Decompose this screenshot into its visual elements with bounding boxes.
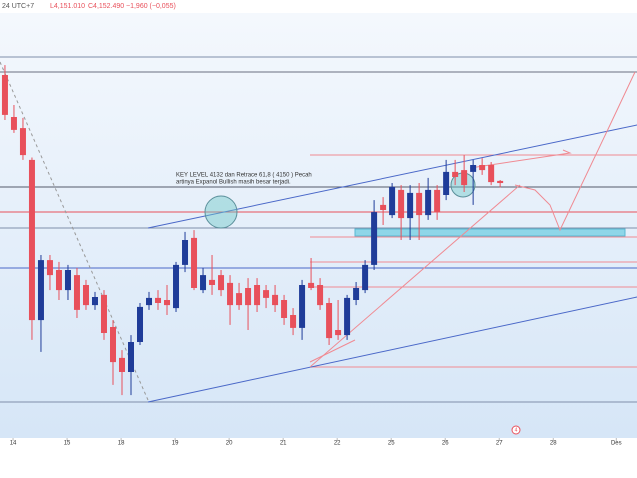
candle-body xyxy=(389,186,396,216)
trendline xyxy=(309,184,521,368)
candle-body xyxy=(452,171,459,177)
x-tick-label: 19 xyxy=(172,441,179,447)
candle-body xyxy=(10,117,17,130)
candle-body xyxy=(398,189,405,219)
candle-body xyxy=(488,165,495,183)
candle-body xyxy=(28,159,35,321)
timezone: 24 UTC+7 xyxy=(2,3,34,10)
candle-body xyxy=(209,279,216,285)
candle-body xyxy=(19,128,26,156)
candles xyxy=(1,65,504,396)
candle-body xyxy=(416,192,423,216)
x-tick-label: 14 xyxy=(10,441,17,447)
x-tick-label: 20 xyxy=(226,441,233,447)
candle-body xyxy=(434,189,441,213)
candle-body xyxy=(91,297,98,306)
candle-body xyxy=(82,285,89,306)
candle-body xyxy=(227,282,234,306)
candle-body xyxy=(191,237,198,288)
low-value: L4,151.010 xyxy=(50,3,85,10)
candle-body xyxy=(155,297,162,303)
event-marker-label: 4 xyxy=(515,427,518,433)
trendline xyxy=(147,296,637,403)
candle-body xyxy=(344,297,351,336)
zone xyxy=(354,228,626,237)
candle-body xyxy=(263,290,270,298)
candle-body xyxy=(146,297,153,306)
x-tick-label: 26 xyxy=(442,441,449,447)
candle-body xyxy=(272,294,279,306)
x-tick-label: Des xyxy=(611,441,622,447)
candle-body xyxy=(254,285,261,306)
candle-body xyxy=(164,300,171,306)
highlight-circle xyxy=(204,195,238,229)
candle-body xyxy=(290,315,297,328)
candle-body xyxy=(407,192,414,219)
annotation: artinya Expanol Bullish masih besar terj… xyxy=(176,180,291,186)
drawings xyxy=(0,56,637,403)
candle-body xyxy=(281,300,288,318)
candle-body xyxy=(55,270,62,291)
candle-body xyxy=(299,285,306,328)
close-value: C4,152.490 xyxy=(88,3,124,10)
event-marker xyxy=(511,425,521,435)
candle-body xyxy=(497,180,504,184)
candle-body xyxy=(443,171,450,195)
candle-body xyxy=(73,275,80,310)
candle-body xyxy=(182,240,189,265)
candle-body xyxy=(236,293,243,306)
candle-body xyxy=(37,260,44,321)
candle-body xyxy=(461,170,468,186)
trendline xyxy=(147,124,637,229)
candle-body xyxy=(425,189,432,216)
candle-body xyxy=(362,264,369,291)
arrow xyxy=(469,149,572,169)
x-tick-label: 15 xyxy=(64,441,71,447)
x-tick-label: 28 xyxy=(550,441,557,447)
candle-body xyxy=(326,303,333,339)
candle-body xyxy=(100,294,107,333)
x-tick-label: 25 xyxy=(388,441,395,447)
candle-body xyxy=(137,306,144,342)
candle-body xyxy=(380,204,387,210)
trendline xyxy=(0,61,149,401)
candle-body xyxy=(46,260,53,276)
candle-body xyxy=(1,75,8,115)
x-tick-label: 27 xyxy=(496,441,503,447)
x-tick-label: 22 xyxy=(334,441,341,447)
candle-body xyxy=(353,288,360,300)
candle-body xyxy=(308,282,315,288)
candle-body xyxy=(64,270,71,291)
plot-background xyxy=(0,13,637,438)
candle-body xyxy=(245,288,252,306)
x-tick-label: 21 xyxy=(280,441,287,447)
candle-body xyxy=(317,285,324,306)
candle-body xyxy=(371,212,378,265)
candle-body xyxy=(218,275,225,291)
trendline xyxy=(309,339,356,363)
projection xyxy=(514,71,636,232)
candle-body xyxy=(479,165,486,171)
x-axis-area xyxy=(0,438,637,478)
candle-body xyxy=(470,165,477,172)
candle-body xyxy=(118,357,125,372)
candle-body xyxy=(173,264,180,309)
candle-body xyxy=(335,330,342,336)
candle-body xyxy=(128,342,135,372)
x-tick-label: 18 xyxy=(118,441,125,447)
candle-body xyxy=(109,327,116,363)
annotation: KEY LEVEL 4132 dan Retrace 61,8 ( 4150 )… xyxy=(176,173,312,179)
candle-body xyxy=(200,275,207,291)
change-value: −1,960 (−0,055) xyxy=(126,3,176,10)
